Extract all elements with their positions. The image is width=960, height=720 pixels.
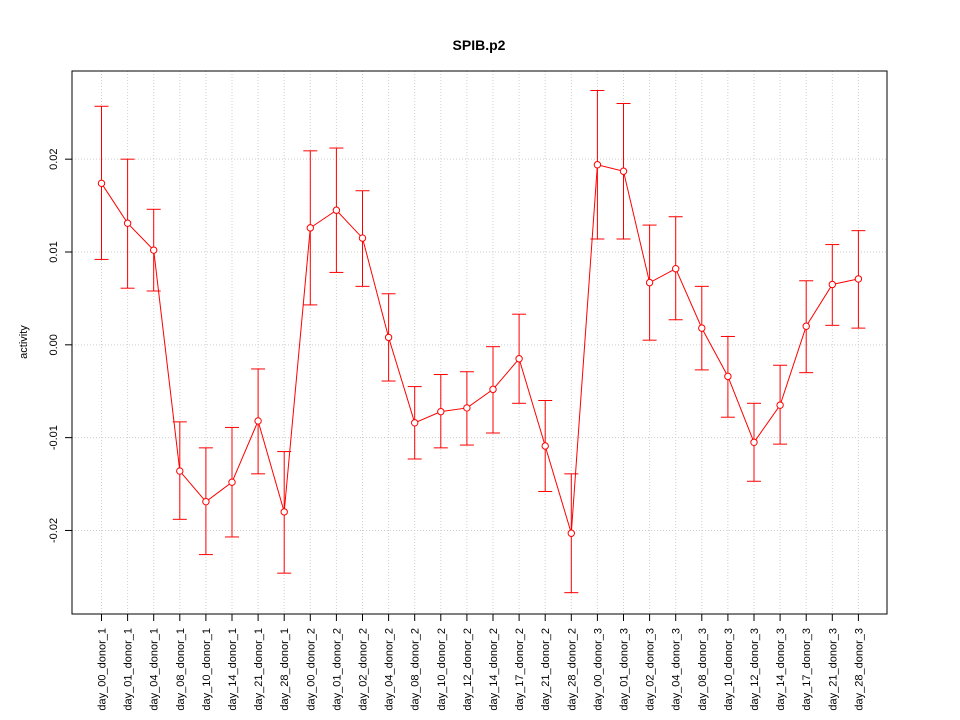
data-point bbox=[254, 417, 262, 425]
x-tick-label: day_21_donor_1 bbox=[253, 628, 265, 711]
data-point bbox=[567, 529, 575, 537]
data-point bbox=[437, 407, 445, 416]
data-point bbox=[672, 265, 680, 273]
chart-title: SPIB.p2 bbox=[453, 37, 506, 53]
data-point bbox=[515, 355, 523, 363]
data-point bbox=[645, 278, 654, 287]
x-tick-label: day_21_donor_2 bbox=[540, 628, 552, 711]
data-point bbox=[593, 161, 602, 169]
x-tick-label: day_02_donor_2 bbox=[358, 628, 370, 711]
x-tick-label: day_08_donor_1 bbox=[175, 628, 187, 711]
data-point bbox=[358, 234, 367, 242]
y-tick-label: -0.01 bbox=[48, 425, 60, 450]
x-tick-label: day_14_donor_1 bbox=[227, 628, 239, 711]
data-point bbox=[176, 467, 184, 475]
data-point bbox=[802, 322, 810, 330]
data-point bbox=[228, 478, 236, 486]
x-tick-label: day_01_donor_1 bbox=[123, 628, 135, 711]
data-point bbox=[384, 333, 393, 342]
y-tick-label: 0.01 bbox=[48, 241, 60, 262]
series-line bbox=[101, 164, 859, 534]
data-point bbox=[541, 442, 549, 450]
data-point bbox=[411, 419, 419, 427]
x-tick-label: day_08_donor_2 bbox=[410, 628, 422, 711]
x-tick-label: day_28_donor_2 bbox=[566, 628, 578, 711]
data-point bbox=[306, 224, 314, 232]
data-point bbox=[724, 372, 732, 381]
x-tick-label: day_00_donor_3 bbox=[592, 628, 604, 711]
y-axis-label: activity bbox=[18, 325, 30, 359]
x-tick-label: day_28_donor_3 bbox=[853, 628, 865, 711]
x-tick-label: day_00_donor_1 bbox=[97, 628, 109, 711]
x-tick-label: day_04_donor_1 bbox=[149, 628, 161, 711]
data-point bbox=[750, 438, 758, 446]
data-point bbox=[698, 324, 706, 332]
grid-lines bbox=[72, 71, 887, 614]
x-tick-label: day_10_donor_3 bbox=[723, 628, 735, 711]
x-tick-label: day_14_donor_3 bbox=[775, 628, 787, 711]
y-tick-label: -0.02 bbox=[48, 518, 60, 543]
x-tick-label: day_21_donor_3 bbox=[827, 628, 839, 711]
x-tick-label: day_12_donor_3 bbox=[749, 628, 761, 711]
data-point bbox=[489, 385, 497, 394]
data-point bbox=[97, 179, 106, 188]
plot-frame bbox=[71, 70, 888, 615]
x-tick-label: day_12_donor_2 bbox=[462, 628, 474, 711]
data-point bbox=[280, 508, 288, 516]
data-point bbox=[776, 401, 784, 409]
data-point bbox=[463, 404, 471, 412]
series-activity bbox=[94, 89, 866, 594]
x-tick-label: day_08_donor_3 bbox=[697, 628, 709, 711]
x-tick-label: day_17_donor_2 bbox=[514, 628, 526, 711]
data-point bbox=[619, 167, 628, 175]
x-tick-label: day_02_donor_3 bbox=[645, 628, 657, 711]
x-tick-label: day_01_donor_2 bbox=[331, 628, 343, 711]
y-tick-label: 0.02 bbox=[48, 148, 60, 169]
x-tick-label: day_04_donor_2 bbox=[384, 628, 396, 711]
data-point bbox=[332, 206, 341, 214]
x-tick-label: day_17_donor_3 bbox=[801, 628, 813, 711]
x-tick-label: day_00_donor_2 bbox=[305, 628, 317, 711]
data-point bbox=[123, 219, 132, 227]
x-tick-label: day_14_donor_2 bbox=[488, 628, 500, 711]
x-tick-label: day_28_donor_1 bbox=[279, 628, 291, 711]
x-tick-label: day_10_donor_1 bbox=[201, 628, 213, 711]
x-tick-label: day_10_donor_2 bbox=[436, 628, 448, 711]
x-tick-label: day_01_donor_3 bbox=[619, 628, 631, 711]
data-point bbox=[150, 246, 158, 254]
x-tick-label: day_04_donor_3 bbox=[671, 628, 683, 711]
y-tick-label: 0.00 bbox=[48, 334, 60, 355]
data-point bbox=[828, 280, 836, 289]
data-point bbox=[854, 275, 863, 283]
data-point bbox=[202, 497, 210, 506]
y-axis: -0.02 -0.01 0.00 0.01 0.02 bbox=[48, 148, 72, 543]
x-axis: day_00_donor_1 day_01_donor_1 day_04_donor… bbox=[97, 614, 865, 711]
